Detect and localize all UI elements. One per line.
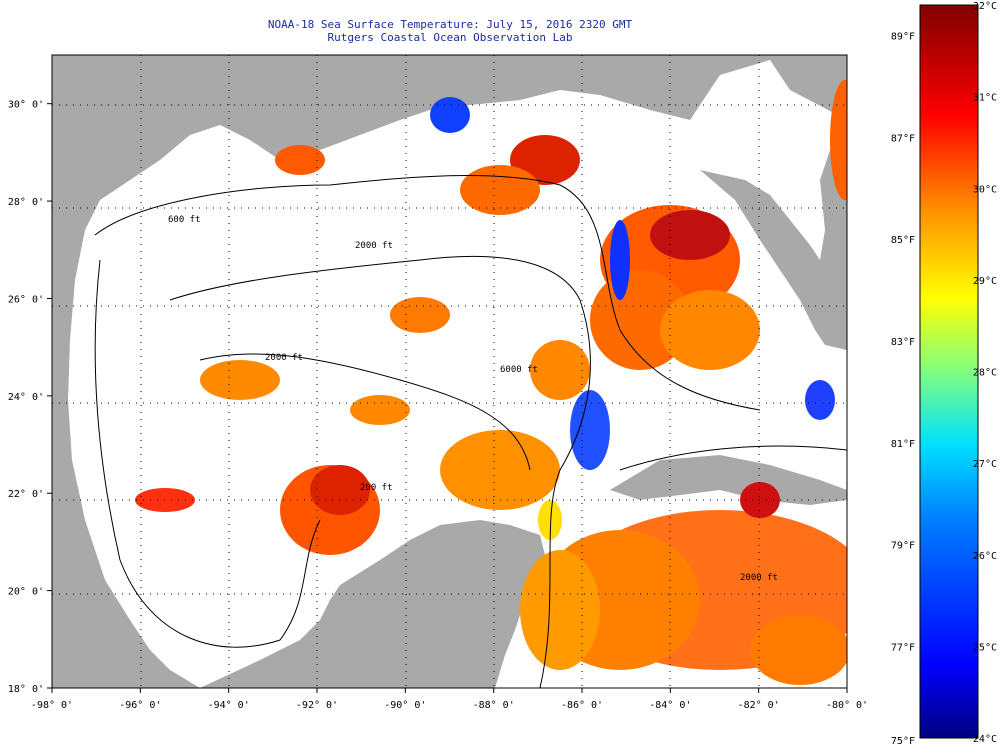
- colorbar-fahrenheit-labels: 75°F 77°F 79°F 81°F 83°F 85°F 87°F 89°F: [891, 32, 915, 747]
- land: [52, 55, 847, 688]
- colorbar-f-label: 81°F: [891, 439, 915, 450]
- colorbar-c-label: 32°C: [973, 1, 997, 12]
- lat-tick-label: 30° 0': [8, 100, 44, 111]
- colorbar-f-label: 75°F: [891, 736, 915, 747]
- contour-label: 6000 ft: [500, 365, 538, 375]
- lat-tick-label: 20° 0': [8, 587, 44, 598]
- contour-label: 200 ft: [360, 483, 393, 493]
- colorbar-f-label: 83°F: [891, 337, 915, 348]
- map-frame: [51, 54, 848, 689]
- colorbar-c-label: 30°C: [973, 184, 997, 195]
- graticule: [52, 55, 847, 688]
- colorbar-c-label: 26°C: [973, 551, 997, 562]
- lat-tick-label: 26° 0': [8, 294, 44, 305]
- colorbar-f-label: 85°F: [891, 235, 915, 246]
- colorbar-celsius-labels: 24°C 25°C 26°C 27°C 28°C 29°C 30°C 31°C 32°C: [973, 1, 997, 745]
- lon-tick-label: -88° 0': [473, 700, 515, 711]
- colorbar-f-label: 77°F: [891, 642, 915, 653]
- lon-tick-label: -98° 0': [31, 700, 73, 711]
- latitude-axis: 18° 0' 20° 0' 22° 0' 24° 0' 26° 0' 28° 0' 30° …: [8, 100, 52, 695]
- lon-tick-label: -84° 0': [649, 700, 691, 711]
- colorbar-f-label: 79°F: [891, 541, 915, 552]
- sst-patches: [135, 80, 847, 685]
- colorbar-f-label: 87°F: [891, 133, 915, 144]
- contour-label: 2000 ft: [355, 241, 393, 251]
- bathymetry-contours: [94, 175, 847, 688]
- lat-tick-label: 24° 0': [8, 392, 44, 403]
- colorbar: [919, 4, 979, 739]
- lon-tick-label: -96° 0': [119, 700, 161, 711]
- contour-label: 2000 ft: [740, 573, 778, 583]
- lon-tick-label: -92° 0': [296, 700, 338, 711]
- lon-tick-label: -82° 0': [738, 700, 780, 711]
- colorbar-c-label: 25°C: [973, 642, 997, 653]
- lon-tick-label: -80° 0': [826, 700, 868, 711]
- colorbar-c-label: 28°C: [973, 368, 997, 379]
- colorbar-c-label: 31°C: [973, 93, 997, 104]
- colorbar-c-label: 24°C: [973, 734, 997, 745]
- map-subtitle: Rutgers Coastal Ocean Observation Lab: [327, 31, 573, 44]
- colorbar-c-label: 27°C: [973, 459, 997, 470]
- map-title: NOAA-18 Sea Surface Temperature: July 15…: [267, 18, 633, 31]
- lon-tick-label: -90° 0': [384, 700, 426, 711]
- contour-label: 2000 ft: [265, 353, 303, 363]
- lat-tick-label: 28° 0': [8, 197, 44, 208]
- contour-label: 600 ft: [168, 215, 201, 225]
- longitude-axis: -98° 0' -96° 0' -94° 0' -92° 0' -90° 0' -88° …: [31, 688, 868, 711]
- lon-tick-label: -94° 0': [208, 700, 250, 711]
- colorbar-c-label: 29°C: [973, 276, 997, 287]
- lon-tick-label: -86° 0': [561, 700, 603, 711]
- colorbar-f-label: 89°F: [891, 32, 915, 43]
- lat-tick-label: 18° 0': [8, 684, 44, 695]
- lat-tick-label: 22° 0': [8, 489, 44, 500]
